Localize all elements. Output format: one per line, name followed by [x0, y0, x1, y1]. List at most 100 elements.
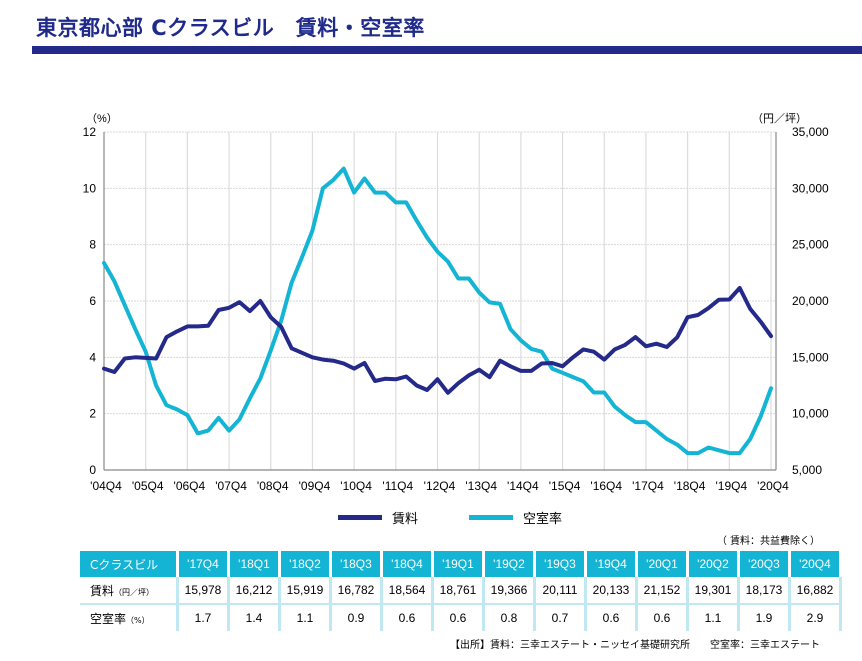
right-axis-unit-label: （円／坪） [752, 112, 807, 125]
table-header-row: Cクラスビル '17Q4'18Q1'18Q2'18Q3'18Q4'19Q1'19… [80, 551, 842, 577]
legend-label-rent: 賃料 [392, 512, 419, 527]
table-cell: 16,882 [791, 577, 842, 605]
row-label-text: 空室率 [90, 611, 127, 626]
table-note: （ 賃料：共益費除く） [716, 536, 820, 547]
source-note: 【出所】賃料：三幸エステート・ニッセイ基礎研究所 空室率：三幸エステート [450, 640, 820, 651]
table-column-header: '18Q2 [281, 551, 332, 577]
page-title: 東京都心部 Cクラスビル 賃料・空室率 [36, 16, 425, 40]
table-cell: 1.9 [740, 605, 791, 631]
table-cell: 16,782 [332, 577, 383, 605]
table-cell: 0.7 [536, 605, 587, 631]
table-column-header: '20Q2 [689, 551, 740, 577]
right-axis-tick-label: 10,000 [792, 407, 829, 421]
right-axis-tick-label: 20,000 [792, 294, 829, 308]
series-line-vacancy [102, 166, 773, 456]
table-cell: 18,564 [383, 577, 434, 605]
left-axis-tick-label: 0 [89, 463, 96, 477]
table-cell: 0.6 [587, 605, 638, 631]
table-column-header: '19Q3 [536, 551, 587, 577]
table-cell: 0.9 [332, 605, 383, 631]
row-label-vacancy: 空室率（%） [80, 605, 179, 631]
table-row-vacancy: 空室率（%） 1.7 1.4 1.1 0.9 0.6 0.6 0.8 0.7 0.6 0.6 1.1… [80, 605, 842, 631]
left-axis-tick-label: 6 [89, 294, 96, 308]
table-cell: 21,152 [638, 577, 689, 605]
table-cell: 0.8 [485, 605, 536, 631]
x-axis-tick-label: '04Q4 [90, 479, 122, 493]
x-axis-tick-label: '15Q4 [549, 479, 581, 493]
table-cell: 20,133 [587, 577, 638, 605]
table-cell: 2.9 [791, 605, 842, 631]
table-cell: 15,978 [179, 577, 230, 605]
tick-labels: 0 2 4 6 8 10 12 5,000 10,000 15,000 20,000 25,000 30… [83, 125, 829, 493]
table-cell: 18,761 [434, 577, 485, 605]
chart-legend: 賃料 空室率 [0, 508, 862, 528]
row-label-text: 賃料 [90, 583, 115, 598]
table-row-rent: 賃料（円／坪） 15,978 16,212 15,919 16,782 18,564 18… [80, 577, 842, 605]
x-axis-tick-label: '10Q4 [340, 479, 372, 493]
right-axis-tick-label: 25,000 [792, 238, 829, 252]
left-axis-tick-label: 8 [89, 238, 96, 252]
table-cell: 1.1 [281, 605, 332, 631]
legend-swatch-rent [338, 515, 382, 520]
x-axis-tick-label: '07Q4 [215, 479, 247, 493]
table-cell: 1.4 [230, 605, 281, 631]
table-column-header: '19Q4 [587, 551, 638, 577]
table-column-header: '19Q1 [434, 551, 485, 577]
x-axis-tick-label: '20Q4 [757, 479, 789, 493]
data-table: Cクラスビル '17Q4'18Q1'18Q2'18Q3'18Q4'19Q1'19… [80, 551, 842, 631]
right-axis-tick-label: 30,000 [792, 181, 829, 195]
table-cell: 19,301 [689, 577, 740, 605]
table-column-header: '18Q3 [332, 551, 383, 577]
table-column-header: '20Q4 [791, 551, 842, 577]
legend-swatch-vacancy [469, 515, 513, 520]
legend-label-vacancy: 空室率 [523, 512, 563, 527]
table-cell: 0.6 [383, 605, 434, 631]
x-axis-tick-label: '08Q4 [257, 479, 289, 493]
row-label-rent: 賃料（円／坪） [80, 577, 179, 605]
table-cell: 0.6 [638, 605, 689, 631]
table-column-header: '17Q4 [179, 551, 230, 577]
right-axis-tick-label: 5,000 [792, 463, 822, 477]
grid [104, 131, 776, 470]
x-axis-tick-label: '09Q4 [299, 479, 331, 493]
table-cell: 18,173 [740, 577, 791, 605]
x-axis-tick-label: '16Q4 [590, 479, 622, 493]
x-axis-tick-label: '14Q4 [507, 479, 539, 493]
left-axis-unit-label: （%） [86, 112, 118, 125]
table-cell: 0.6 [434, 605, 485, 631]
table-cell: 15,919 [281, 577, 332, 605]
x-axis-tick-label: '06Q4 [174, 479, 206, 493]
left-axis-tick-label: 10 [83, 181, 97, 195]
left-axis-tick-label: 4 [89, 350, 96, 364]
table-column-header: '20Q1 [638, 551, 689, 577]
left-axis-tick-label: 12 [83, 125, 97, 139]
x-axis-tick-label: '12Q4 [424, 479, 456, 493]
x-axis-tick-label: '17Q4 [632, 479, 664, 493]
title-underline-bar [32, 46, 862, 54]
legend-item-rent: 賃料 [338, 508, 418, 527]
table-column-header: '18Q1 [230, 551, 281, 577]
right-axis-tick-label: 35,000 [792, 125, 829, 139]
row-unit: （円／坪） [114, 587, 155, 597]
rent-vacancy-line-chart: 0 2 4 6 8 10 12 5,000 10,000 15,000 20,000 25,000 30… [83, 112, 829, 493]
table-cell: 20,111 [536, 577, 587, 605]
table-column-header: '20Q3 [740, 551, 791, 577]
table-cell: 1.1 [689, 605, 740, 631]
x-axis-tick-label: '19Q4 [715, 479, 747, 493]
x-axis-tick-label: '18Q4 [674, 479, 706, 493]
table-column-header: '19Q2 [485, 551, 536, 577]
table-cell: 16,212 [230, 577, 281, 605]
table-cell: 1.7 [179, 605, 230, 631]
table-corner-label: Cクラスビル [80, 551, 179, 577]
axes [103, 132, 777, 471]
table-cell: 19,366 [485, 577, 536, 605]
x-axis-tick-label: '13Q4 [465, 479, 497, 493]
table-column-header: '18Q4 [383, 551, 434, 577]
series-lines [102, 166, 773, 456]
row-unit: （%） [126, 615, 150, 625]
right-axis-tick-label: 15,000 [792, 350, 829, 364]
x-axis-tick-label: '11Q4 [382, 479, 413, 493]
left-axis-tick-label: 2 [89, 407, 96, 421]
x-axis-tick-label: '05Q4 [132, 479, 164, 493]
legend-item-vacancy: 空室率 [469, 508, 562, 527]
